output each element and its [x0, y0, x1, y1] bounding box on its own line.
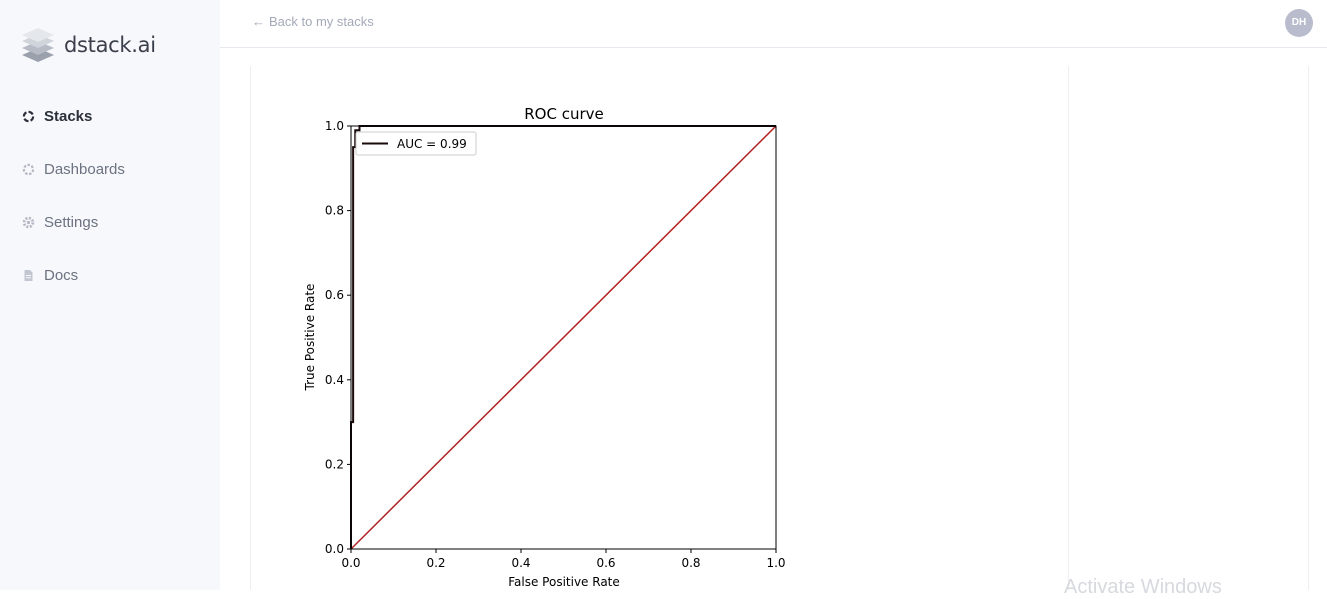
arrow-left-icon: ←: [252, 14, 265, 29]
y-axis-label: True Positive Rate: [303, 284, 317, 392]
y-tick-label: 1.0: [325, 119, 344, 133]
sidebar: dstack.ai Stacks Dashboards Settings: [0, 0, 220, 590]
chart-legend: AUC = 0.99: [355, 131, 477, 156]
sidebar-item-dashboards[interactable]: Dashboards: [0, 143, 220, 196]
avatar[interactable]: DH: [1285, 9, 1313, 37]
dashboards-icon: [22, 163, 35, 176]
y-tick-label: 0.2: [325, 457, 344, 471]
sidebar-nav: Stacks Dashboards Settings Docs: [0, 90, 220, 302]
stack-content-panel: ROC curve False Positive Rate True Posit…: [250, 66, 1069, 590]
legend-box: [355, 131, 477, 156]
roc-curve-line: [350, 125, 776, 549]
sidebar-item-label: Dashboards: [44, 161, 125, 178]
x-axis-label: False Positive Rate: [508, 575, 620, 589]
top-bar: ← Back to my stacks DH: [220, 0, 1327, 48]
y-tick-label: 0.4: [325, 373, 344, 387]
logo-icon: [22, 28, 54, 62]
y-tick-label: 0.6: [325, 288, 344, 302]
app-name: dstack.ai: [64, 33, 156, 57]
sidebar-item-label: Stacks: [44, 108, 93, 125]
chart-title: ROC curve: [524, 105, 604, 123]
y-tick-label: 0.0: [325, 542, 344, 556]
sidebar-item-label: Docs: [44, 267, 79, 284]
sidebar-item-settings[interactable]: Settings: [0, 196, 220, 249]
sidebar-item-stacks[interactable]: Stacks: [0, 90, 220, 143]
x-tick-label: 0.0: [341, 556, 360, 570]
side-panel: [1069, 66, 1309, 590]
x-tick-label: 0.4: [511, 556, 530, 570]
sidebar-item-label: Settings: [44, 214, 99, 231]
x-tick-label: 1.0: [766, 556, 785, 570]
document-icon: [24, 270, 33, 281]
legend-entry: AUC = 0.99: [397, 137, 467, 151]
plot-frame: [350, 125, 777, 550]
y-tick-label: 0.8: [325, 204, 344, 218]
x-tick-label: 0.6: [596, 556, 615, 570]
roc-chart: ROC curve False Positive Rate True Posit…: [303, 105, 786, 589]
stacks-icon: [22, 110, 35, 123]
windows-watermark: Activate Windows: [1064, 576, 1222, 598]
back-to-stacks-link[interactable]: ← Back to my stacks: [252, 14, 374, 29]
sidebar-item-docs[interactable]: Docs: [0, 249, 220, 302]
x-tick-label: 0.2: [426, 556, 445, 570]
chance-diagonal-line: [350, 125, 777, 550]
gear-icon: [22, 216, 35, 229]
x-tick-label: 0.8: [681, 556, 700, 570]
back-link-label: Back to my stacks: [269, 14, 374, 29]
logo[interactable]: dstack.ai: [20, 28, 156, 62]
